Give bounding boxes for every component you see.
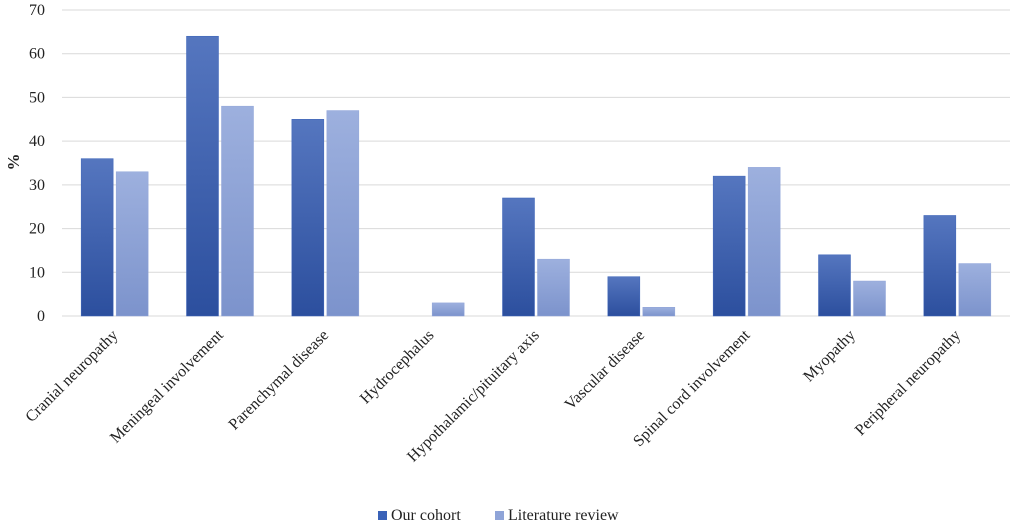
bar-literature-review: [326, 110, 360, 317]
x-tick-label: Myopathy: [800, 327, 859, 386]
y-axis-ticks: 0 10 20 30 40 50 60 70: [29, 2, 45, 325]
y-axis-label: %: [4, 154, 23, 171]
x-tick-label: Vascular disease: [562, 327, 648, 413]
legend-label: Our cohort: [391, 507, 461, 524]
y-tick-label: 0: [37, 308, 45, 325]
bar-literature-review: [221, 105, 254, 317]
legend: Our cohort Literature review: [378, 507, 619, 524]
y-tick-label: 10: [29, 264, 45, 281]
bar-literature-review: [642, 307, 676, 317]
legend-swatch: [495, 511, 504, 520]
y-tick-label: 50: [29, 89, 45, 106]
bar-our-cohort: [186, 35, 219, 317]
y-tick-label: 40: [29, 133, 45, 150]
bar-literature-review: [115, 171, 149, 317]
x-tick-label: Parenchymal disease: [226, 327, 333, 434]
x-tick-label: Peripheral neuropathy: [852, 327, 964, 439]
y-tick-label: 70: [29, 2, 45, 19]
bars: [80, 35, 992, 317]
bar-literature-review: [958, 263, 992, 317]
bar-literature-review: [537, 258, 570, 317]
bar-our-cohort: [923, 215, 957, 317]
y-tick-label: 60: [29, 46, 45, 63]
legend-swatch: [378, 511, 387, 520]
bar-our-cohort: [607, 276, 641, 317]
bar-our-cohort: [291, 119, 325, 317]
bar-our-cohort: [502, 197, 535, 317]
x-tick-label: Cranial neuropathy: [22, 327, 121, 426]
bar-literature-review: [853, 280, 886, 317]
bar-our-cohort: [80, 158, 114, 317]
gridlines: [62, 9, 1010, 317]
bar-our-cohort: [712, 175, 746, 317]
y-tick-label: 30: [29, 177, 45, 194]
bar-our-cohort: [818, 254, 851, 317]
legend-label: Literature review: [508, 507, 619, 524]
x-tick-label: Meningeal involvement: [107, 326, 227, 446]
y-tick-label: 20: [29, 221, 45, 238]
x-tick-label: Hydrocephalus: [357, 327, 438, 408]
bar-literature-review: [431, 302, 465, 317]
x-tick-label: Spinal cord involvement: [630, 326, 754, 450]
bar-literature-review: [747, 167, 781, 317]
